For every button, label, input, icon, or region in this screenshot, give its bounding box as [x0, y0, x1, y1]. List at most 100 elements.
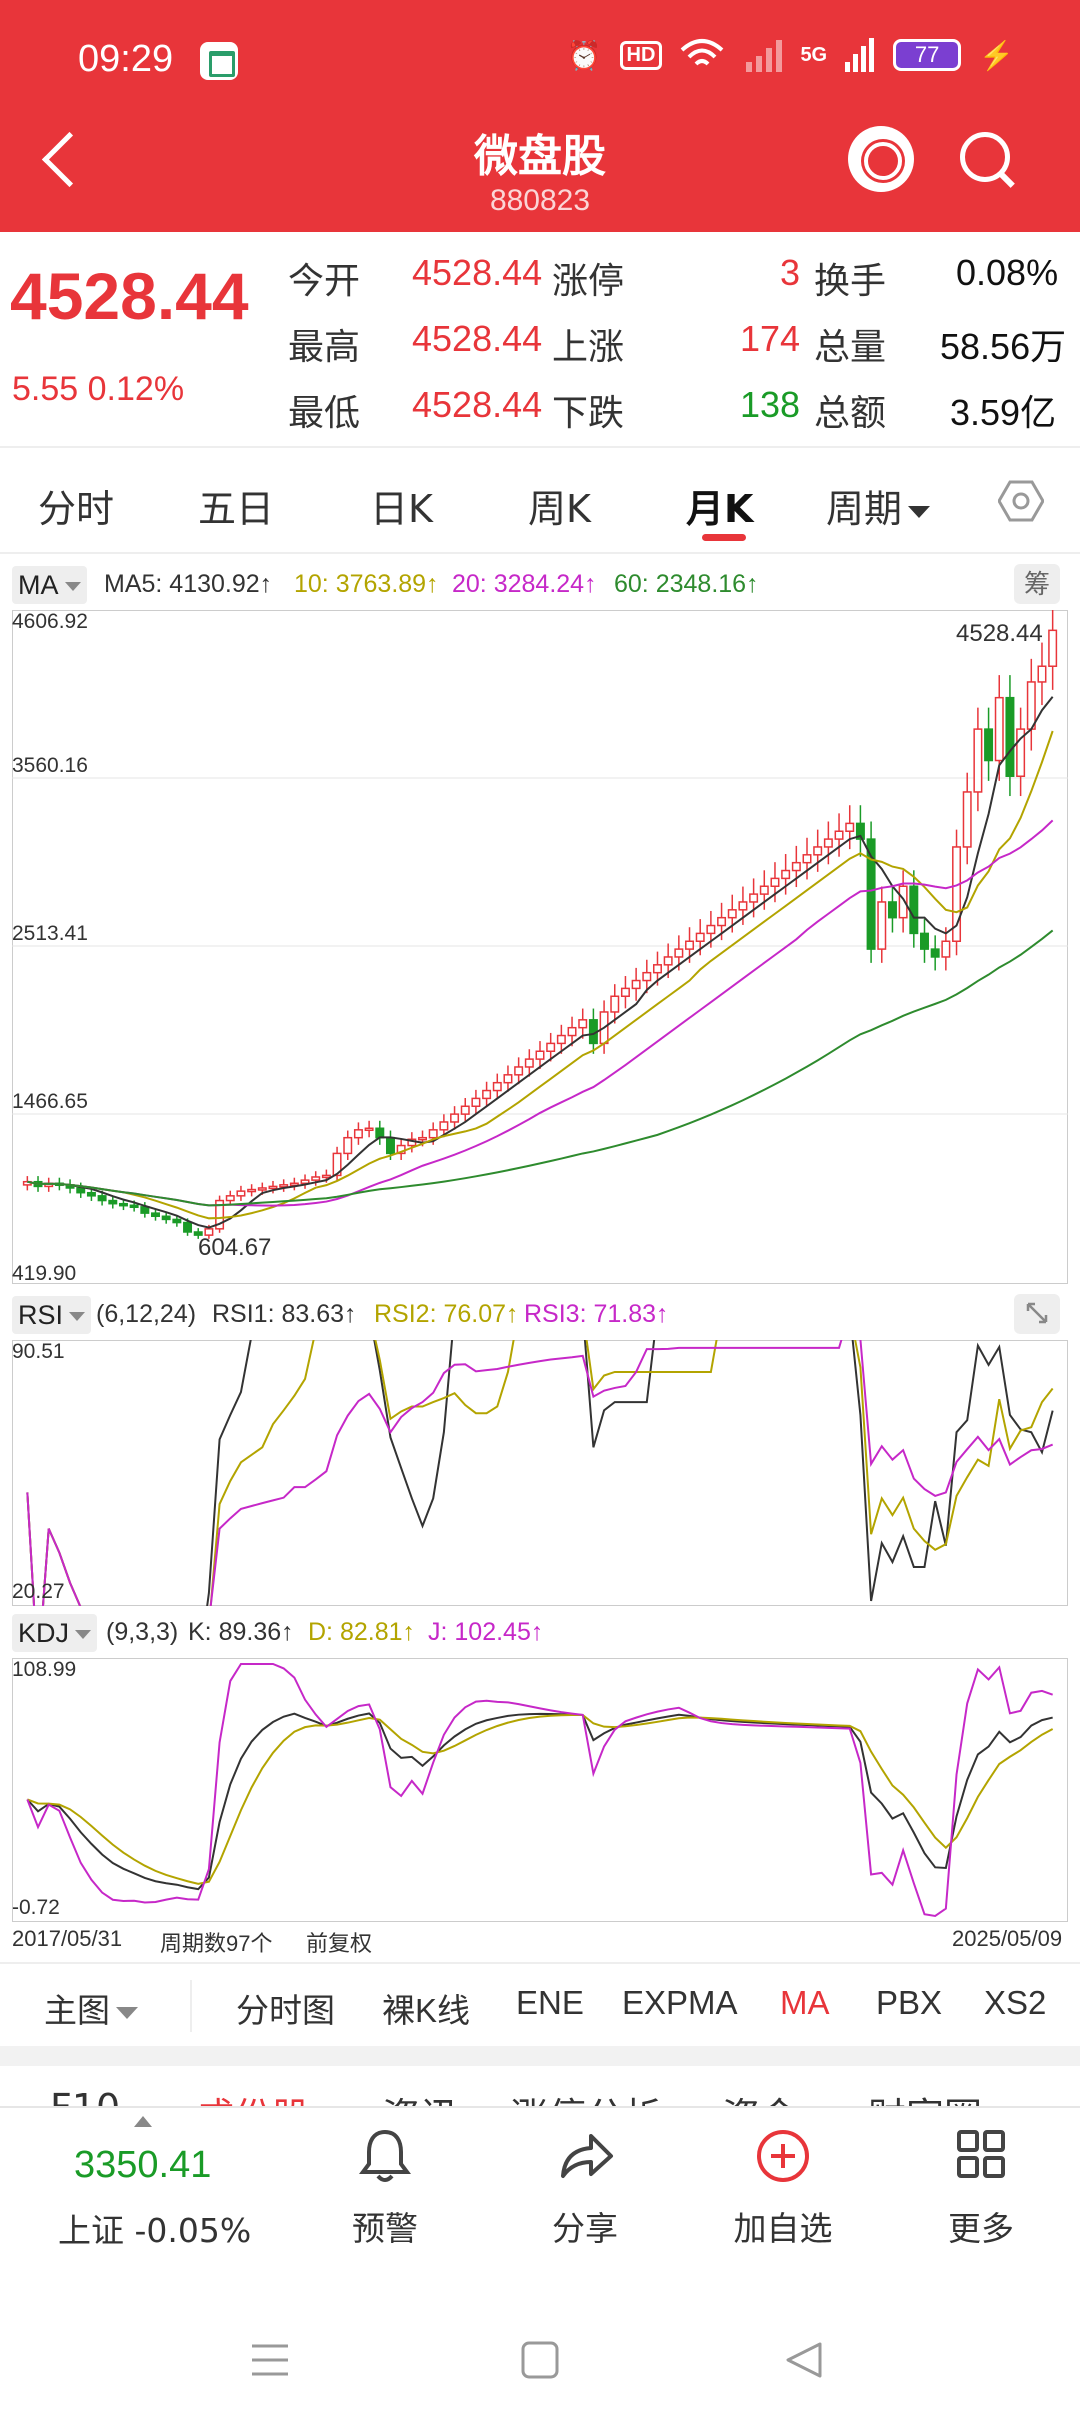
expand-icon[interactable] [1014, 1294, 1060, 1334]
value-low: 4528.44 [412, 384, 543, 425]
share-icon [561, 2134, 613, 2178]
rsi-chart[interactable] [12, 1340, 1068, 1606]
candle [300, 1179, 310, 1185]
candle [706, 924, 716, 935]
chip-distribution-button[interactable]: 筹 [1014, 564, 1060, 604]
candle [332, 1152, 342, 1177]
candle [695, 932, 705, 942]
candle [524, 1058, 534, 1068]
value-up-count: 174 [740, 318, 801, 359]
indicator-xs2[interactable]: XS2 [984, 1984, 1047, 2021]
candle [920, 932, 929, 950]
tab-limit-up-analysis[interactable]: 涨停分析 [510, 2086, 662, 2106]
main-chart-selector[interactable]: 主图 [44, 1984, 138, 2032]
candle [855, 822, 865, 840]
indicator-ene[interactable]: ENE [516, 1984, 584, 2021]
candle [546, 1042, 556, 1053]
rsi3-line [26, 1340, 1054, 1606]
add-watchlist-button[interactable] [718, 2126, 848, 2190]
candle [257, 1187, 267, 1191]
candle [674, 948, 684, 958]
k-line [26, 1712, 1053, 1891]
mascot-icon[interactable] [848, 126, 914, 192]
candle [514, 1066, 524, 1076]
indicator-intraday[interactable]: 分时图 [236, 1992, 335, 2029]
candle [151, 1212, 160, 1218]
candle [86, 1191, 96, 1197]
min-price-label: 604.67 [198, 1234, 272, 1261]
end-date: 2025/05/09 [952, 1926, 1063, 1951]
home-icon[interactable] [520, 2340, 560, 2380]
candle [567, 1026, 577, 1037]
tab-news[interactable]: 资讯 [382, 2086, 458, 2106]
candle [813, 846, 823, 856]
share-button[interactable] [520, 2126, 650, 2190]
candlestick-chart[interactable] [12, 610, 1068, 1284]
rsi-legend: RSI (6,12,24) RSI1: 83.63↑ RSI2: 76.07↑ … [0, 1292, 1080, 1338]
kdj-selector[interactable]: KDJ [12, 1614, 98, 1652]
candle [375, 1127, 385, 1139]
charging-icon: ⚡ [979, 39, 1014, 71]
candle [1016, 728, 1026, 777]
battery-icon: 77 [893, 39, 962, 71]
index-value: 3350.41 [74, 2144, 212, 2186]
candle [492, 1081, 502, 1092]
settings-hex-icon[interactable] [998, 478, 1044, 524]
ma5-value: MA5: 4130.92↑ [104, 570, 273, 598]
rsi3-value: RSI3: 71.83↑ [524, 1300, 669, 1328]
more-label: 更多 [948, 2209, 1014, 2248]
candle [738, 901, 748, 911]
ma-selector[interactable]: MA [12, 566, 87, 604]
tab-wealth-circle[interactable]: 财富圈 [868, 2086, 982, 2106]
tab-five-day[interactable]: 五日 [198, 487, 275, 531]
candle [76, 1187, 86, 1194]
candle [962, 791, 972, 848]
ma60-line [27, 929, 1054, 1207]
menu-icon[interactable] [250, 2342, 290, 2378]
expand-up-icon [134, 2116, 152, 2127]
candle [791, 861, 801, 872]
tab-f10[interactable]: F10 [50, 2086, 120, 2106]
indicator-pbx[interactable]: PBX [876, 1984, 943, 2021]
back-nav-icon[interactable] [784, 2340, 824, 2380]
more-button[interactable] [916, 2126, 1046, 2186]
alarm-icon: ⏰ [566, 39, 602, 71]
y-axis-label: 2513.41 [12, 922, 88, 945]
candle [631, 979, 641, 990]
chevron-down-icon [908, 505, 931, 518]
tab-constituents[interactable]: 成份股 [196, 2086, 310, 2106]
j-line [26, 1663, 1053, 1918]
tab-weekly-k[interactable]: 周K [528, 487, 591, 531]
rsi-selector[interactable]: RSI [12, 1296, 92, 1334]
candle [236, 1190, 246, 1197]
label-up-count: 上涨 [552, 327, 625, 368]
candle [364, 1127, 374, 1132]
app-notification-icon [200, 42, 238, 80]
indicator-ma[interactable]: MA [780, 1984, 830, 2021]
tab-funds[interactable]: 资金 [722, 2086, 798, 2106]
indicator-expma[interactable]: EXPMA [622, 1984, 738, 2021]
kdj-min-label: -0.72 [12, 1896, 60, 1919]
value-volume: 58.56万 [940, 326, 1067, 367]
candle [556, 1034, 566, 1045]
candle [941, 940, 951, 958]
tab-monthly-k[interactable]: 月K [686, 487, 754, 531]
tab-daily-k[interactable]: 日K [370, 487, 433, 531]
candle [973, 728, 983, 793]
alert-button[interactable] [320, 2126, 450, 2190]
tab-intraday[interactable]: 分时 [38, 487, 115, 531]
candle [866, 838, 876, 950]
candle [385, 1136, 395, 1155]
value-turnover: 0.08% [956, 252, 1059, 293]
j-value: J: 102.45↑ [428, 1618, 544, 1646]
kdj-chart[interactable] [12, 1658, 1068, 1922]
indicator-plain-k[interactable]: 裸K线 [382, 1992, 471, 2029]
chevron-down-icon [116, 2007, 138, 2020]
chart-frame [12, 1340, 1068, 1606]
candle [930, 948, 940, 958]
search-button[interactable] [960, 132, 1014, 186]
candle [1026, 681, 1036, 730]
candle [268, 1185, 278, 1190]
tab-period[interactable]: 周期 [826, 478, 931, 533]
candle [877, 901, 887, 950]
